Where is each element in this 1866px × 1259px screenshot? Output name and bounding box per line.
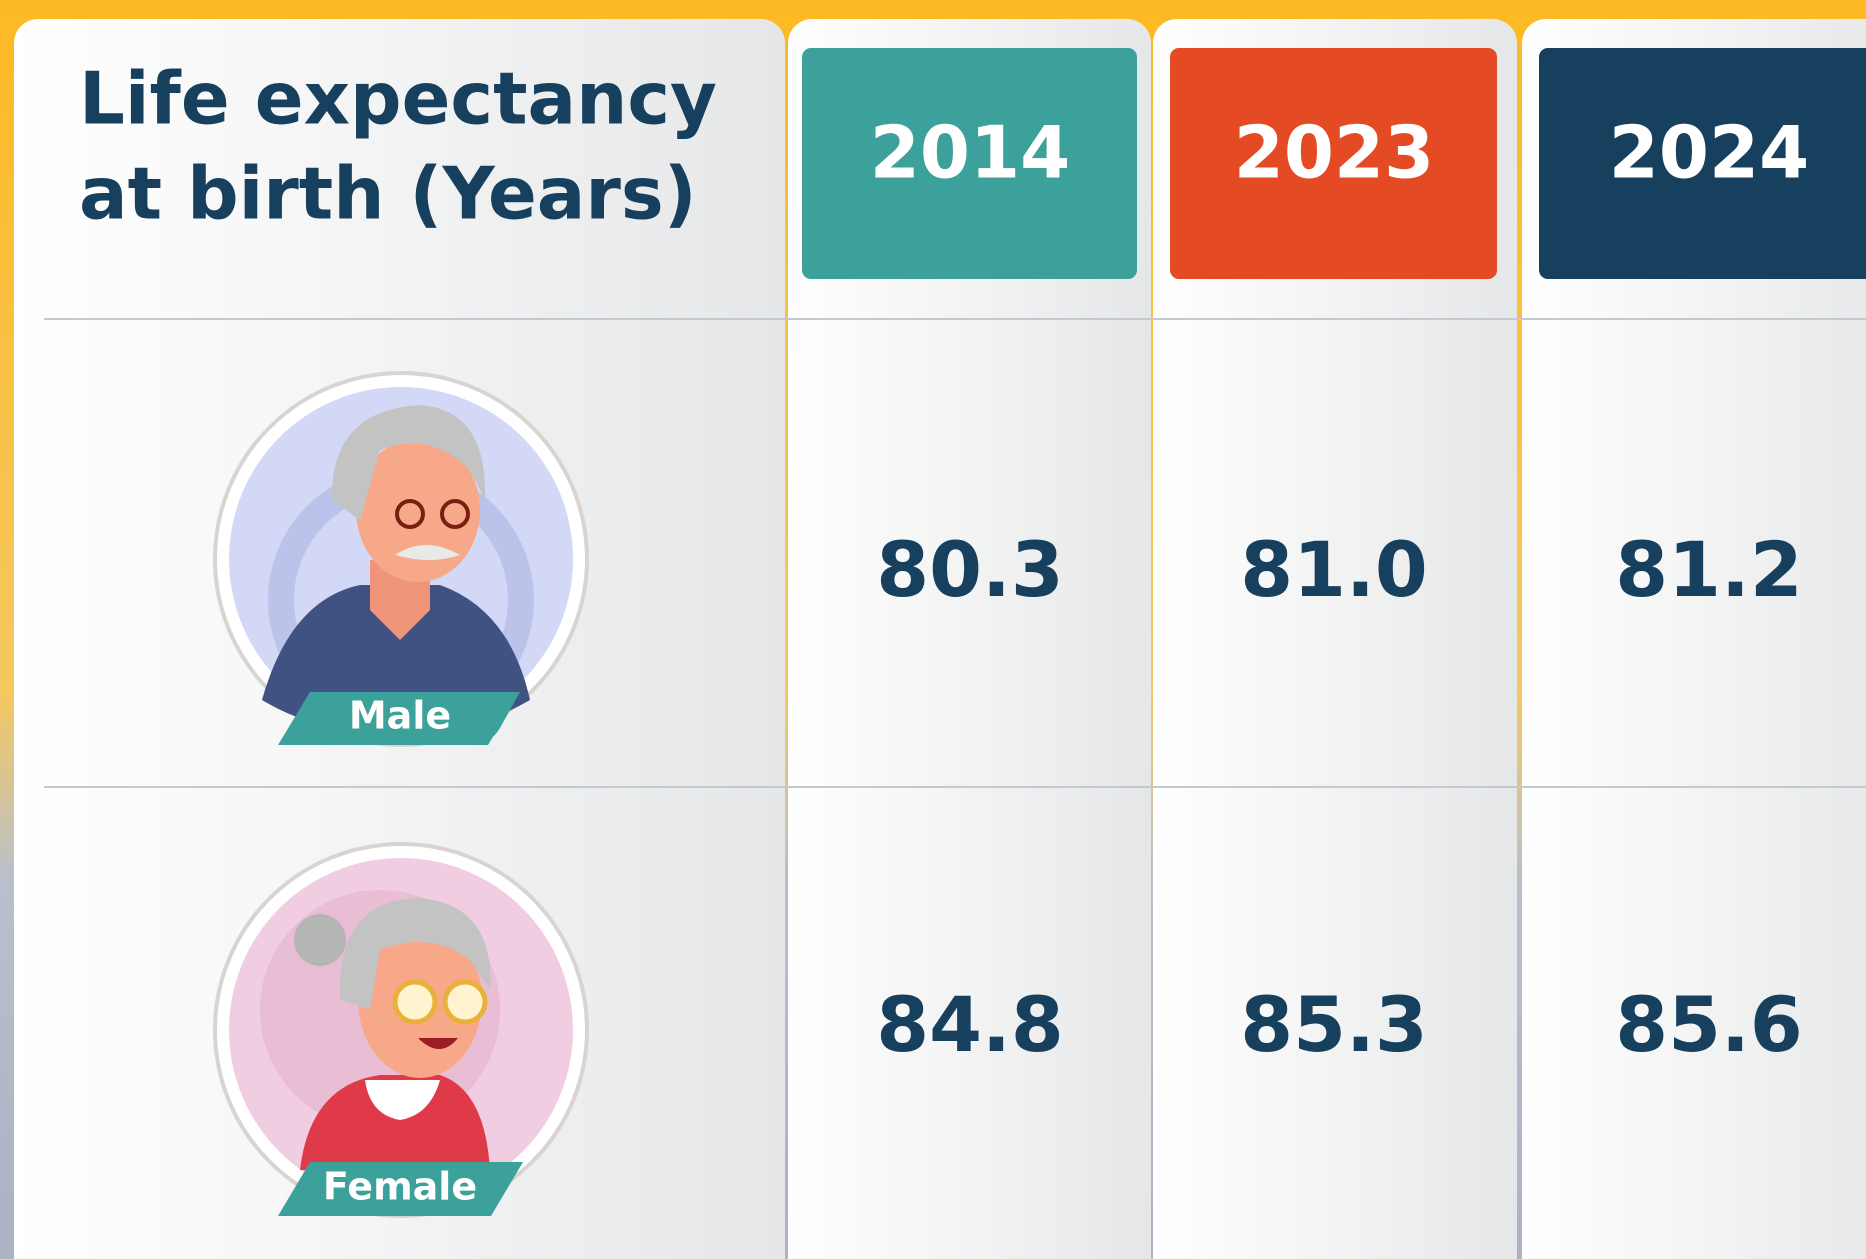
male-avatar xyxy=(215,373,587,745)
cell-value: 80.3 xyxy=(876,525,1064,614)
female-avatar xyxy=(215,844,587,1216)
page: Life expectancy at birth (Years) 2014 2023 2… xyxy=(0,0,1866,1259)
cell-value: 85.3 xyxy=(1240,980,1428,1069)
cell-value: 85.6 xyxy=(1615,980,1803,1069)
cell-value: 81.0 xyxy=(1240,525,1428,614)
cell-value: 81.2 xyxy=(1615,525,1803,614)
table-title: at birth (Years) xyxy=(79,152,697,236)
infographic: Life expectancy at birth (Years) 2014 2023 2… xyxy=(0,0,1866,1259)
column-header: 2024 xyxy=(1609,111,1809,195)
row-label: Female xyxy=(323,1165,477,1209)
table-title: Life expectancy xyxy=(79,57,717,141)
column-header: 2014 xyxy=(870,111,1070,195)
column-header: 2023 xyxy=(1234,111,1434,195)
row-label: Male xyxy=(349,694,451,738)
cell-value: 84.8 xyxy=(876,980,1064,1069)
